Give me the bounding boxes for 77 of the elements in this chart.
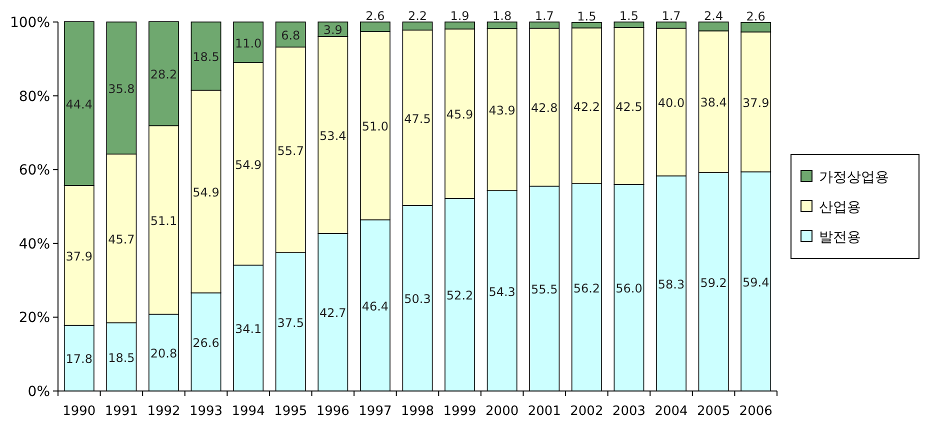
data-label: 51.0 <box>362 120 389 134</box>
x-tick-label: 1997 <box>358 404 392 419</box>
x-tick-label: 2002 <box>570 404 604 419</box>
data-label: 40.0 <box>658 96 685 110</box>
data-label: 52.2 <box>446 288 474 303</box>
data-label: 37.9 <box>66 249 93 264</box>
data-label: 46.4 <box>362 299 389 314</box>
data-label: 1.7 <box>534 9 554 23</box>
data-label: 59.4 <box>742 275 770 290</box>
data-label: 1.8 <box>492 9 512 23</box>
y-tick-label: 20% <box>18 310 50 326</box>
x-tick-label: 2001 <box>528 404 561 419</box>
data-label: 43.9 <box>488 104 516 118</box>
data-label: 1.7 <box>662 9 681 23</box>
data-label: 20.8 <box>150 346 178 361</box>
data-label: 54.9 <box>234 158 262 172</box>
data-label: 35.8 <box>108 82 135 96</box>
data-label: 2.2 <box>408 9 428 23</box>
x-tick-label: 2003 <box>612 404 646 419</box>
data-label: 42.5 <box>616 100 642 114</box>
data-label: 42.8 <box>531 101 558 116</box>
data-label: 11.0 <box>234 36 262 50</box>
data-label: 3.9 <box>323 23 342 38</box>
data-label: 45.9 <box>446 108 474 122</box>
x-tick-label: 2004 <box>654 404 688 419</box>
legend-label: 산업용 <box>819 200 861 216</box>
x-tick-label: 2000 <box>486 404 519 419</box>
data-label: 37.9 <box>742 96 770 110</box>
data-label: 51.1 <box>150 214 178 228</box>
data-label: 37.5 <box>277 316 304 330</box>
x-tick-label: 1996 <box>316 404 350 419</box>
x-tick-label: 1991 <box>104 404 138 419</box>
x-tick-label: 1998 <box>400 404 434 419</box>
data-label: 55.7 <box>277 144 304 158</box>
data-label: 42.7 <box>320 306 346 320</box>
x-tick-label: 2006 <box>739 404 772 419</box>
data-label: 38.4 <box>700 96 727 110</box>
legend-label: 가정상업용 <box>819 170 889 186</box>
data-label: 56.2 <box>573 281 600 296</box>
data-label: 26.6 <box>192 336 220 350</box>
data-label: 45.7 <box>108 232 135 246</box>
y-tick-label: 60% <box>18 162 50 179</box>
data-label: 28.2 <box>150 68 178 82</box>
data-label: 1.5 <box>619 9 639 23</box>
data-label: 34.1 <box>234 322 262 336</box>
data-label: 54.3 <box>488 284 516 299</box>
data-label: 53.4 <box>320 128 346 143</box>
data-label: 59.2 <box>700 276 727 290</box>
x-tick-label: 2005 <box>697 404 730 419</box>
data-label: 2.4 <box>704 9 724 23</box>
data-label: 44.4 <box>66 98 93 112</box>
x-tick-label: 1990 <box>62 404 96 419</box>
data-label: 55.5 <box>531 282 558 297</box>
y-tick-label: 80% <box>18 88 50 105</box>
data-label: 1.9 <box>450 9 470 23</box>
x-tick-label: 1994 <box>232 404 265 419</box>
data-label: 50.3 <box>404 292 431 306</box>
data-label: 47.5 <box>404 112 431 126</box>
data-label: 18.5 <box>108 350 135 365</box>
data-label: 1.5 <box>577 9 596 24</box>
data-label: 42.2 <box>573 100 600 114</box>
x-tick-label: 1992 <box>147 404 180 419</box>
x-tick-label: 1995 <box>274 404 308 419</box>
x-tick-label: 1993 <box>189 404 223 419</box>
data-label: 2.6 <box>366 9 385 23</box>
y-tick-label: 0% <box>28 384 50 400</box>
y-tick-label: 100% <box>10 15 50 31</box>
data-label: 2.6 <box>746 9 766 24</box>
data-label: 54.9 <box>192 186 220 200</box>
data-label: 56.0 <box>616 282 642 296</box>
data-label: 6.8 <box>281 28 300 43</box>
legend-label: 발전용 <box>819 230 861 246</box>
data-label: 17.8 <box>66 352 93 366</box>
y-tick-label: 40% <box>18 236 50 252</box>
x-tick-label: 1999 <box>443 404 476 419</box>
data-label: 18.5 <box>192 50 220 64</box>
data-label: 58.3 <box>658 277 685 292</box>
